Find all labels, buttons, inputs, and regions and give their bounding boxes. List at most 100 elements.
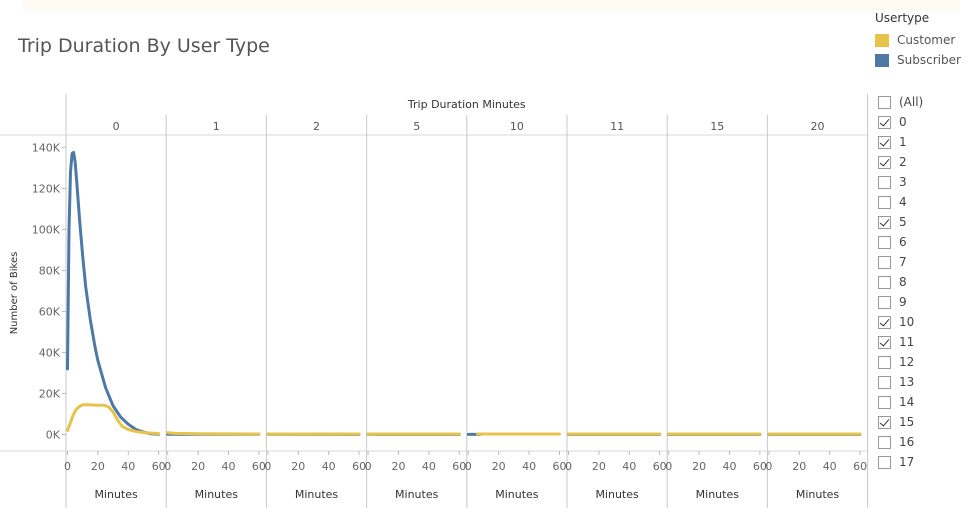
panel-header: 11 — [610, 120, 624, 133]
top-band — [22, 0, 960, 11]
x-tick-label: 60 — [753, 460, 767, 473]
filter-item-all[interactable]: (All) — [878, 92, 968, 112]
trip-duration-filter[interactable]: (All) 0 1 2 3 4 5 6 7 8 9 10 11 12 13 14 15 16 17 — [878, 92, 968, 478]
filter-item-15[interactable]: 15 — [878, 412, 968, 432]
y-axis-label: Number of Bikes — [9, 252, 20, 335]
filter-item-0[interactable]: 0 — [878, 112, 968, 132]
filter-item-label: 1 — [899, 135, 907, 149]
checkbox[interactable] — [878, 175, 891, 189]
x-tick-label: 20 — [492, 460, 506, 473]
y-tick-label: 60K — [39, 305, 61, 318]
checkbox[interactable] — [878, 255, 891, 269]
x-tick-label: 0 — [665, 460, 672, 473]
checkbox[interactable] — [878, 375, 891, 389]
trip-duration-chart: Trip Duration Minutes 0 1 2 5 10 11 15 20 0K 20K 40… — [0, 94, 869, 508]
x-tick-label: 0 — [264, 460, 271, 473]
checkbox[interactable] — [878, 435, 891, 449]
checkbox[interactable] — [878, 355, 891, 369]
filter-item-2[interactable]: 2 — [878, 152, 968, 172]
legend-title: Usertype — [875, 11, 930, 25]
filter-item-label: 15 — [899, 415, 915, 429]
x-tick-label: 40 — [222, 460, 236, 473]
checkbox[interactable] — [878, 295, 891, 309]
x-tick-label: 0 — [164, 460, 171, 473]
x-tick-label: 40 — [422, 460, 436, 473]
checkbox[interactable] — [878, 215, 891, 229]
x-axis-label: Minutes — [696, 488, 740, 501]
filter-item-label: 4 — [899, 195, 907, 209]
filter-item-8[interactable]: 8 — [878, 272, 968, 292]
x-axis-label: Minutes — [395, 488, 439, 501]
checkbox[interactable] — [878, 415, 891, 429]
filter-item-11[interactable]: 11 — [878, 332, 968, 352]
x-axis-label: Minutes — [195, 488, 239, 501]
filter-item-4[interactable]: 4 — [878, 192, 968, 212]
filter-item-label: 10 — [899, 315, 915, 329]
legend-label-subscriber: Subscriber — [897, 53, 961, 67]
filter-item-6[interactable]: 6 — [878, 232, 968, 252]
filter-item-1[interactable]: 1 — [878, 132, 968, 152]
panel-header: 2 — [313, 120, 320, 133]
legend: Usertype Customer Subscriber — [875, 11, 961, 70]
filter-item-label: 7 — [899, 255, 907, 269]
checkbox[interactable] — [878, 135, 891, 149]
y-tick-label: 140K — [32, 141, 61, 154]
filter-item-label: (All) — [899, 95, 924, 109]
panel-header: 10 — [510, 120, 524, 133]
filter-item-5[interactable]: 5 — [878, 212, 968, 232]
x-tick-label: 20 — [392, 460, 406, 473]
filter-item-10[interactable]: 10 — [878, 312, 968, 332]
filter-item-label: 14 — [899, 395, 915, 409]
x-tick-label: 40 — [322, 460, 336, 473]
checkbox[interactable] — [878, 315, 891, 329]
x-axis-label: Minutes — [295, 488, 339, 501]
checkbox[interactable] — [878, 95, 891, 109]
chart-title: Trip Duration By User Type — [18, 35, 270, 57]
x-tick-label: 20 — [692, 460, 706, 473]
x-tick-label: 0 — [765, 460, 772, 473]
filter-item-label: 17 — [899, 455, 915, 469]
panel-header: 5 — [413, 120, 420, 133]
filter-item-12[interactable]: 12 — [878, 352, 968, 372]
filter-item-label: 2 — [899, 155, 907, 169]
x-tick-label: 40 — [622, 460, 636, 473]
checkbox[interactable] — [878, 155, 891, 169]
x-tick-label: 20 — [792, 460, 806, 473]
x-axis-label: Minutes — [595, 488, 639, 501]
filter-item-14[interactable]: 14 — [878, 392, 968, 412]
legend-item-customer[interactable]: Customer — [875, 30, 961, 50]
checkbox[interactable] — [878, 395, 891, 409]
filter-item-17[interactable]: 17 — [878, 452, 968, 472]
filter-item-label: 0 — [899, 115, 907, 129]
checkbox[interactable] — [878, 235, 891, 249]
checkbox[interactable] — [878, 335, 891, 349]
panel-header: 15 — [710, 120, 724, 133]
x-axis-label: Minutes — [94, 488, 138, 501]
filter-item-13[interactable]: 13 — [878, 372, 968, 392]
checkbox[interactable] — [878, 115, 891, 129]
filter-item-label: 16 — [899, 435, 915, 449]
y-tick-label: 0K — [46, 429, 61, 442]
x-tick-label: 60 — [152, 460, 166, 473]
filter-item-16[interactable]: 16 — [878, 432, 968, 452]
legend-item-subscriber[interactable]: Subscriber — [875, 50, 961, 70]
x-tick-label: 40 — [723, 460, 737, 473]
legend-label-customer: Customer — [897, 33, 956, 47]
filter-item-label: 12 — [899, 355, 915, 369]
customer-line-panel-1 — [166, 431, 261, 436]
filter-item-label: 5 — [899, 215, 907, 229]
legend-swatch-subscriber — [875, 53, 889, 67]
filter-item-9[interactable]: 9 — [878, 292, 968, 312]
checkbox[interactable] — [878, 455, 891, 469]
checkbox[interactable] — [878, 195, 891, 209]
customer-line-panel-0 — [66, 403, 161, 436]
x-tick-label: 0 — [365, 460, 372, 473]
filter-item-3[interactable]: 3 — [878, 172, 968, 192]
x-tick-label: 0 — [465, 460, 472, 473]
checkbox[interactable] — [878, 275, 891, 289]
subscriber-line-panel-0 — [66, 150, 161, 436]
y-tick-label: 80K — [39, 264, 61, 277]
x-tick-label: 20 — [91, 460, 105, 473]
filter-item-label: 6 — [899, 235, 907, 249]
filter-item-7[interactable]: 7 — [878, 252, 968, 272]
